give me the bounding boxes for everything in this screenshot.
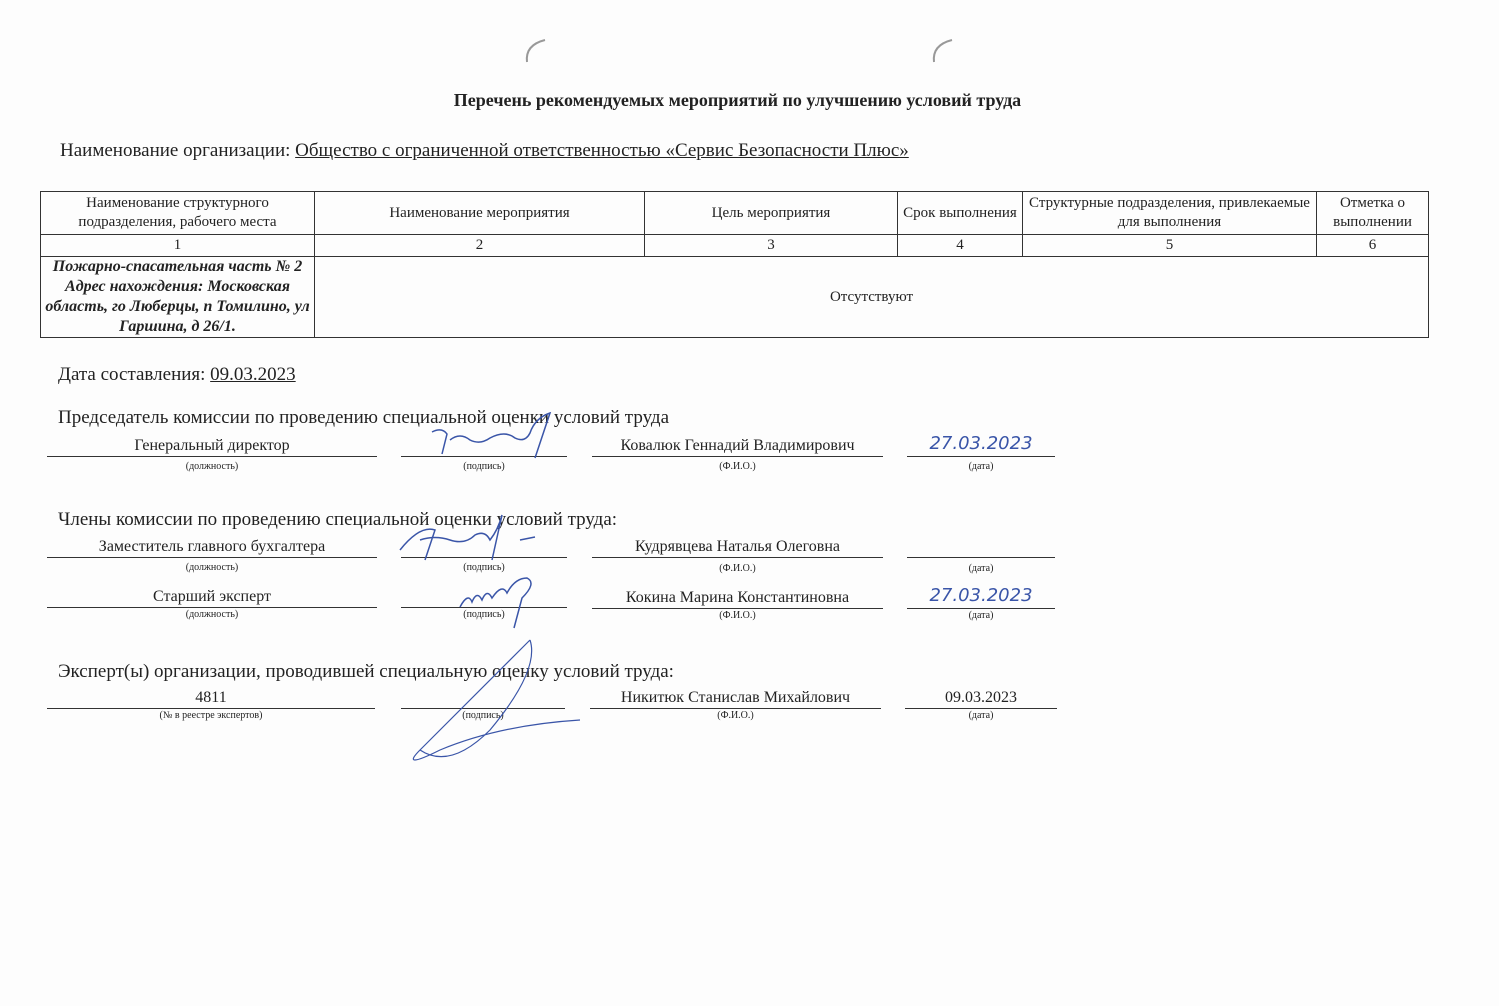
caption: (№ в реестре экспертов): [159, 710, 263, 721]
caption: (Ф.И.О.): [717, 710, 754, 721]
organization-line: Наименование организации: Общество с огр…: [60, 140, 909, 162]
measures-table: Наименование структурного подразделения,…: [40, 191, 1429, 338]
member-signature: [401, 587, 567, 608]
expert-name: Никитюк Станислав Михайлович: [590, 688, 881, 709]
expert-registry-number: 4811: [47, 688, 375, 709]
member-position: Старший эксперт: [47, 587, 377, 608]
unit-cell: Пожарно-спасательная часть № 2 Адрес нах…: [40, 256, 315, 338]
table-row: Пожарно-спасательная часть № 2 Адрес нах…: [40, 256, 1429, 338]
org-value: Общество с ограниченной ответственностью…: [295, 140, 909, 161]
header-cell: Отметка о выполнении: [1316, 191, 1429, 235]
table-header-row: Наименование структурного подразделения,…: [40, 191, 1429, 235]
date-line: Дата составления: 09.03.2023: [58, 364, 296, 386]
caption: (дата): [968, 610, 994, 621]
caption: (подпись): [462, 710, 504, 721]
chair-heading: Председатель комиссии по проведению спец…: [58, 407, 669, 428]
org-label: Наименование организации:: [60, 140, 291, 161]
caption: (подпись): [463, 562, 505, 573]
date-value: 09.03.2023: [210, 364, 296, 385]
chair-signature-ink: [431, 411, 552, 459]
punch-hole-mark: [932, 39, 953, 63]
member1-signature-ink: [399, 514, 536, 561]
header-cell: Срок выполнения: [897, 191, 1023, 235]
caption: (Ф.И.О.): [719, 610, 756, 621]
chair-date: 27.03.2023: [907, 434, 1055, 457]
member-name: Кокина Марина Константиновна: [592, 588, 883, 609]
chair-signature: [401, 436, 567, 457]
member-date: 27.03.2023: [907, 586, 1055, 609]
caption: (подпись): [463, 609, 505, 620]
caption: (дата): [968, 710, 994, 721]
caption: (Ф.И.О.): [719, 461, 756, 472]
caption: (должность): [185, 609, 239, 620]
expert-signature-ink: [412, 639, 581, 761]
member-signature: [401, 537, 567, 558]
caption: (дата): [968, 461, 994, 472]
caption: (дата): [968, 563, 994, 574]
measures-cell: Отсутствуют: [314, 256, 1429, 338]
header-cell: Цель мероприятия: [644, 191, 898, 235]
chair-position: Генеральный директор: [47, 436, 377, 457]
caption: (должность): [185, 562, 239, 573]
caption: (Ф.И.О.): [719, 563, 756, 574]
member2-signature-ink: [459, 577, 532, 629]
expert-date: 09.03.2023: [905, 688, 1057, 709]
caption: (подпись): [463, 461, 505, 472]
punch-hole-mark: [525, 39, 546, 63]
header-cell: Структурные подразделения, привлекаемые …: [1022, 191, 1317, 235]
header-cell: Наименование структурного подразделения,…: [40, 191, 315, 235]
members-heading: Члены комиссии по проведению специальной…: [58, 509, 618, 530]
caption: (должность): [185, 461, 239, 472]
document-title: Перечень рекомендуемых мероприятий по ул…: [453, 90, 1022, 110]
date-label: Дата составления:: [58, 364, 206, 385]
chair-name: Ковалюк Геннадий Владимирович: [592, 436, 883, 457]
experts-heading: Эксперт(ы) организации, проводившей спец…: [58, 661, 674, 682]
member-position: Заместитель главного бухгалтера: [47, 537, 377, 558]
expert-signature: [401, 688, 565, 709]
member-name: Кудрявцева Наталья Олеговна: [592, 537, 883, 558]
member-date: [907, 535, 1055, 558]
